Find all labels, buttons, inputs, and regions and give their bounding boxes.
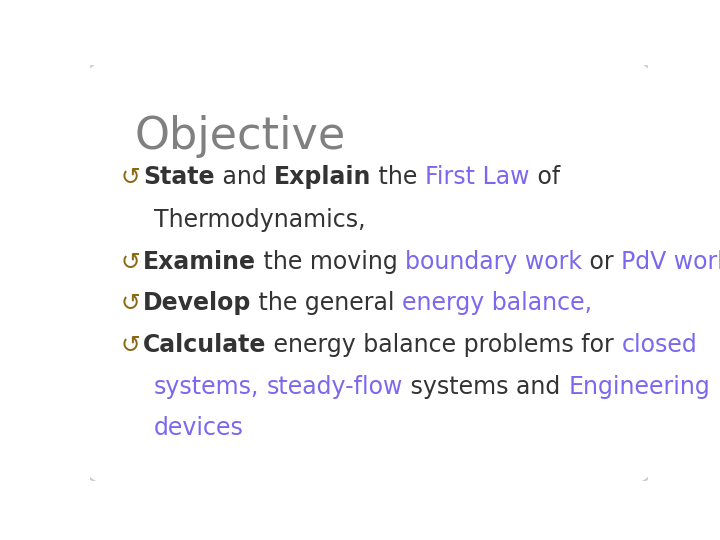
Text: ↺: ↺ (121, 333, 140, 357)
Text: the moving: the moving (256, 250, 405, 274)
Text: Objective: Objective (135, 114, 346, 158)
Text: Engineering: Engineering (568, 375, 710, 399)
Text: Explain: Explain (274, 165, 371, 188)
Text: steady-flow: steady-flow (267, 375, 403, 399)
Text: Calculate: Calculate (143, 333, 266, 357)
Text: systems,: systems, (154, 375, 259, 399)
Text: PdV work: PdV work (621, 250, 720, 274)
FancyBboxPatch shape (84, 60, 654, 485)
Text: boundary work: boundary work (405, 250, 582, 274)
Text: ↺: ↺ (121, 292, 140, 315)
Text: ↺: ↺ (121, 165, 140, 188)
Text: the general: the general (251, 292, 402, 315)
Text: systems and: systems and (403, 375, 568, 399)
Text: ↺: ↺ (121, 250, 140, 274)
Text: the: the (371, 165, 425, 188)
Text: devices: devices (154, 416, 244, 440)
Text: energy balance problems for: energy balance problems for (266, 333, 621, 357)
Text: Thermodynamics,: Thermodynamics, (154, 208, 366, 232)
Text: Develop: Develop (143, 292, 251, 315)
Text: and: and (215, 165, 274, 188)
Text: closed: closed (621, 333, 698, 357)
Text: or: or (582, 250, 621, 274)
Text: First Law: First Law (425, 165, 529, 188)
Text: Examine: Examine (143, 250, 256, 274)
Text: State: State (143, 165, 215, 188)
Text: of: of (529, 165, 559, 188)
Text: energy balance,: energy balance, (402, 292, 593, 315)
